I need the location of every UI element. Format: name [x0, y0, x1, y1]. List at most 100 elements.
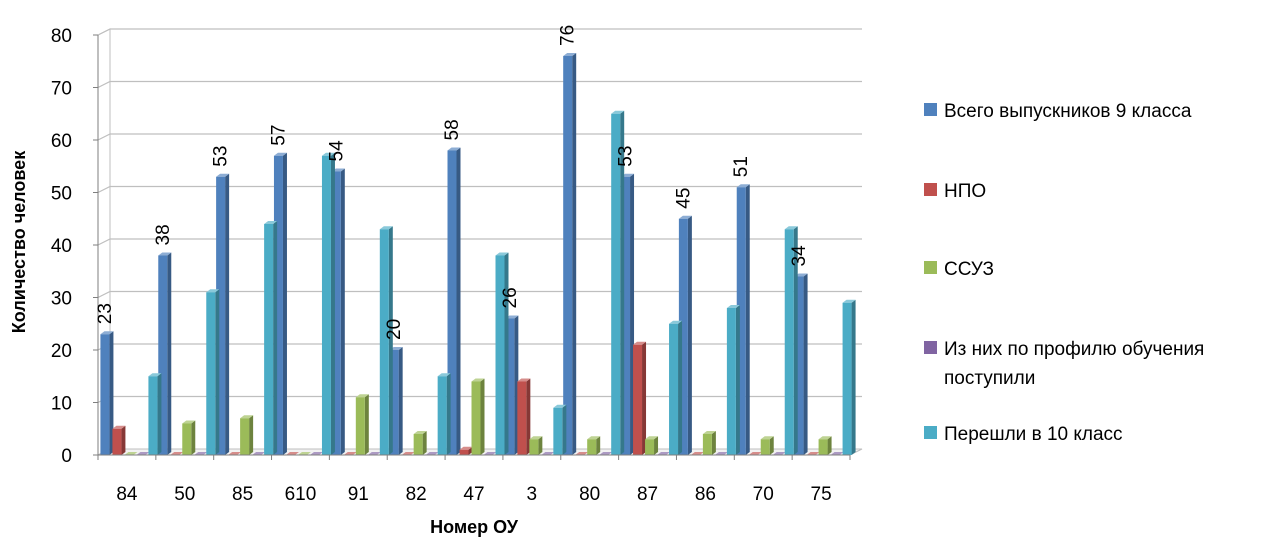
bar: [529, 436, 542, 455]
bar-side: [572, 53, 576, 455]
bar-side: [596, 436, 600, 455]
bar-front: [496, 256, 505, 456]
bar: [703, 431, 716, 455]
data-label: 38: [153, 224, 174, 245]
bar-front: [553, 408, 562, 455]
legend-label: НПО: [944, 181, 986, 202]
bar-side: [505, 253, 509, 456]
bar-side: [678, 321, 682, 455]
bar-front: [587, 439, 596, 455]
bar: [645, 436, 658, 455]
bar: [843, 300, 856, 455]
legend-swatch: [924, 426, 937, 439]
x-tick-label: 82: [406, 484, 427, 505]
bar-front: [517, 382, 526, 456]
x-tick-label: 610: [285, 484, 317, 505]
bar-side: [399, 347, 403, 455]
bar-front: [264, 224, 273, 455]
bar-side: [642, 342, 646, 455]
bar-side: [249, 415, 253, 455]
legend-label: поступили: [944, 368, 1035, 389]
bar-front: [148, 376, 157, 455]
bar: [563, 53, 576, 455]
legend-item: ССУЗ: [924, 259, 994, 280]
data-label: 51: [731, 156, 752, 177]
bar: [727, 305, 740, 455]
bar-side: [746, 184, 750, 455]
bar-front: [380, 229, 389, 455]
bar-side: [341, 169, 345, 456]
legend-item: Перешли в 10 класс: [924, 424, 1123, 445]
data-label: 54: [326, 140, 347, 162]
y-tick-label: 20: [51, 341, 72, 362]
bar-front: [460, 450, 469, 455]
bars: [100, 53, 855, 455]
legend-item: НПО: [924, 181, 986, 202]
x-tick-label: 50: [174, 484, 195, 505]
bar: [761, 436, 774, 455]
data-label: 20: [384, 319, 405, 340]
bar: [669, 321, 682, 455]
legend-label: Из них по профилю обучения: [944, 339, 1204, 360]
bar-side: [423, 431, 427, 455]
bar-front: [112, 429, 121, 455]
bar-side: [167, 253, 171, 456]
legend-swatch: [924, 341, 937, 354]
bar-side: [688, 216, 692, 455]
y-axis-title: Количество человек: [9, 150, 29, 333]
legend-item: Из них по профилю обучения поступили: [924, 339, 1204, 389]
bar: [472, 379, 485, 456]
bar: [206, 289, 219, 455]
bar-side: [562, 405, 566, 455]
bar-front: [438, 376, 447, 455]
legend-label: Всего выпускников 9 класса: [944, 101, 1192, 122]
bar-side: [712, 431, 716, 455]
data-label: 57: [268, 125, 289, 146]
bar-side: [121, 426, 125, 455]
bar-side: [283, 153, 287, 455]
bar: [148, 373, 161, 455]
bar: [496, 253, 509, 456]
bar-front: [322, 156, 331, 455]
bar: [553, 405, 566, 455]
y-tick-label: 40: [51, 236, 72, 257]
x-tick-label: 85: [232, 484, 253, 505]
data-label: 58: [442, 119, 463, 140]
y-tick-label: 60: [51, 131, 72, 152]
bar-front: [182, 424, 191, 456]
bar-side: [331, 153, 335, 455]
y-tick-label: 70: [51, 79, 72, 100]
bar-front: [761, 439, 770, 455]
bar-front: [633, 345, 642, 455]
x-tick-label: 47: [463, 484, 484, 505]
bar-side: [457, 148, 461, 456]
bar-side: [538, 436, 542, 455]
x-tick-label: 3: [527, 484, 538, 505]
bar-front: [669, 324, 678, 455]
x-tick-label: 75: [811, 484, 832, 505]
y-tick-label: 0: [61, 446, 72, 467]
y-tick-label: 30: [51, 289, 72, 310]
bar: [264, 221, 277, 455]
legend-swatch: [924, 183, 937, 196]
bar: [322, 153, 335, 455]
bar-side: [215, 289, 219, 455]
bar: [112, 426, 125, 455]
bar: [414, 431, 427, 455]
gridline: [98, 82, 862, 88]
bar-front: [563, 56, 572, 455]
bar-side: [654, 436, 658, 455]
bar: [182, 421, 195, 456]
bar-front: [703, 434, 712, 455]
legend-label: ССУЗ: [944, 259, 994, 280]
bar-side: [828, 436, 832, 455]
bar-side: [273, 221, 277, 455]
bar-front: [819, 439, 828, 455]
bar-side: [447, 373, 451, 455]
bar-front: [727, 308, 736, 455]
bar-side: [804, 274, 808, 456]
bar-side: [852, 300, 856, 455]
